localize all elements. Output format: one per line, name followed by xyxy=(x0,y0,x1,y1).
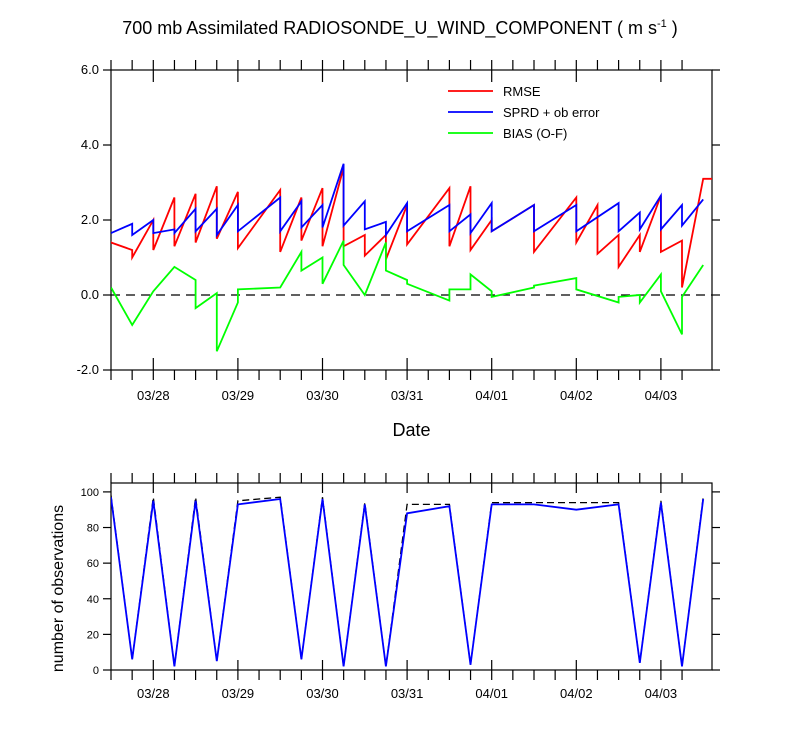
x-tick-label: 03/30 xyxy=(306,686,339,701)
x-tick-label: 03/28 xyxy=(137,388,170,403)
y-tick-label: 60 xyxy=(87,558,99,570)
y-tick-label: 0.0 xyxy=(81,287,99,302)
legend-label: SPRD + ob error xyxy=(503,105,600,120)
top-panel-frame xyxy=(110,69,713,371)
x-tick-label: 04/01 xyxy=(475,686,508,701)
x-tick-label: 04/02 xyxy=(560,388,593,403)
x-tick-label: 03/31 xyxy=(391,686,424,701)
x-tick-label: 04/03 xyxy=(645,388,678,403)
series-line-sprd-ob-error xyxy=(111,163,704,238)
y-tick-label: 80 xyxy=(87,523,99,535)
legend: RMSE SPRD + ob error BIAS (O-F) xyxy=(448,84,600,141)
x-axis-label: Date xyxy=(392,420,430,440)
x-tick-label: 04/03 xyxy=(645,686,678,701)
x-tick-label: 04/02 xyxy=(560,686,593,701)
chart-title-suffix: ) xyxy=(666,18,678,38)
y-tick-label: 0 xyxy=(93,665,99,677)
y-tick-label: 2.0 xyxy=(81,212,99,227)
chart-title-superscript: -1 xyxy=(657,18,667,30)
legend-label: RMSE xyxy=(503,84,541,99)
y-tick-label: 100 xyxy=(81,487,99,499)
y-axis-label: number of observations xyxy=(50,505,67,672)
chart-title: 700 mb Assimilated RADIOSONDE_U_WIND_COM… xyxy=(0,18,800,39)
x-tick-label: 03/31 xyxy=(391,388,424,403)
chart-title-text: 700 mb Assimilated RADIOSONDE_U_WIND_COM… xyxy=(122,18,657,38)
y-tick-label: -2.0 xyxy=(77,362,99,377)
bottom-panel-series xyxy=(111,495,705,667)
x-tick-label: 04/01 xyxy=(475,388,508,403)
y-tick-label: 4.0 xyxy=(81,137,99,152)
top-panel-series xyxy=(111,163,712,352)
series-line-bias-o-f- xyxy=(111,240,704,352)
top-panel: -2.0 0.0 2.0 4.0 6.0 03/28 03/29 03/30 03/31 04/0… xyxy=(77,60,720,440)
bottom-panel: 0 20 40 60 80 100 03/28 03/29 03/30 03/31 04/01 04/… xyxy=(50,473,720,701)
series-line-possible xyxy=(111,495,704,667)
series-line-assimilated xyxy=(111,497,705,667)
legend-label: BIAS (O-F) xyxy=(503,126,567,141)
x-tick-label: 03/29 xyxy=(222,388,255,403)
y-tick-label: 6.0 xyxy=(81,62,99,77)
y-tick-label: 40 xyxy=(87,594,99,606)
x-tick-label: 03/29 xyxy=(222,686,255,701)
y-tick-label: 20 xyxy=(87,629,99,641)
x-tick-label: 03/28 xyxy=(137,686,170,701)
bottom-panel-frame xyxy=(110,482,713,671)
x-tick-label: 03/30 xyxy=(306,388,339,403)
series-line-rmse xyxy=(111,167,712,288)
